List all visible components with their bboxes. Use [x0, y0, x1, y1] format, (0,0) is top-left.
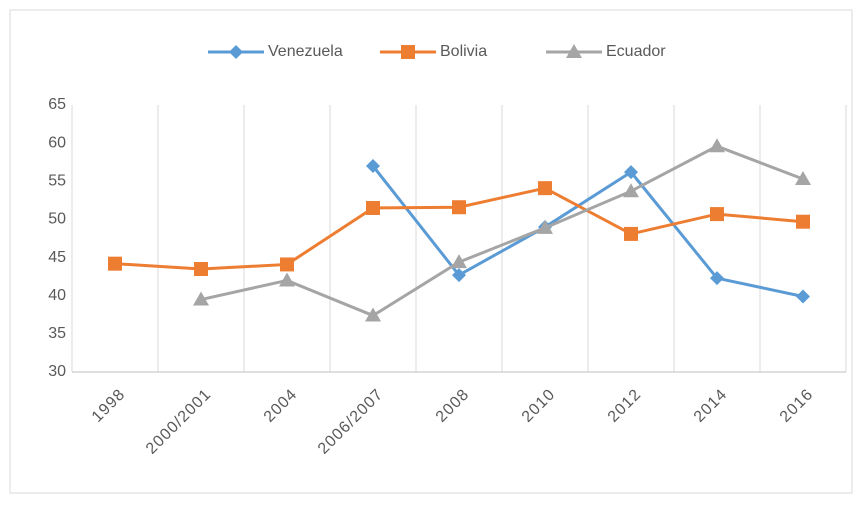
data-point: [108, 256, 122, 271]
y-tick-label: 50: [48, 211, 66, 228]
data-point: [193, 291, 209, 306]
data-point: [624, 165, 638, 180]
data-point: [796, 214, 810, 229]
data-point: [795, 170, 811, 185]
chart-border: [9, 9, 853, 494]
series-line: [200, 144, 804, 318]
legend-label: Venezuela: [268, 43, 343, 60]
data-point: [452, 200, 466, 215]
data-point: [709, 138, 725, 153]
legend-label: Bolivia: [440, 43, 487, 60]
data-point: [366, 200, 380, 215]
y-tick-label: 35: [48, 325, 66, 342]
y-tick-label: 65: [48, 96, 66, 113]
y-tick-label: 30: [48, 363, 66, 380]
legend-marker: [401, 45, 415, 59]
data-point: [365, 307, 381, 322]
data-point: [537, 219, 553, 234]
data-point: [624, 226, 638, 241]
data-point: [194, 262, 208, 277]
legend-label: Ecuador: [606, 43, 666, 60]
data-point: [623, 183, 639, 198]
data-point: [451, 254, 467, 269]
data-point: [796, 289, 810, 304]
data-point: [452, 268, 466, 283]
legend-marker: [229, 45, 243, 59]
data-point: [538, 181, 552, 196]
data-point: [710, 271, 724, 286]
data-point: [710, 207, 724, 222]
legend-marker: [566, 44, 582, 58]
y-tick-label: 45: [48, 249, 66, 266]
y-tick-label: 40: [48, 287, 66, 304]
data-point: [366, 159, 380, 174]
y-tick-label: 60: [48, 134, 66, 151]
data-point: [280, 257, 294, 272]
y-tick-label: 55: [48, 173, 66, 190]
data-point: [279, 272, 295, 287]
series-line: [371, 165, 804, 298]
